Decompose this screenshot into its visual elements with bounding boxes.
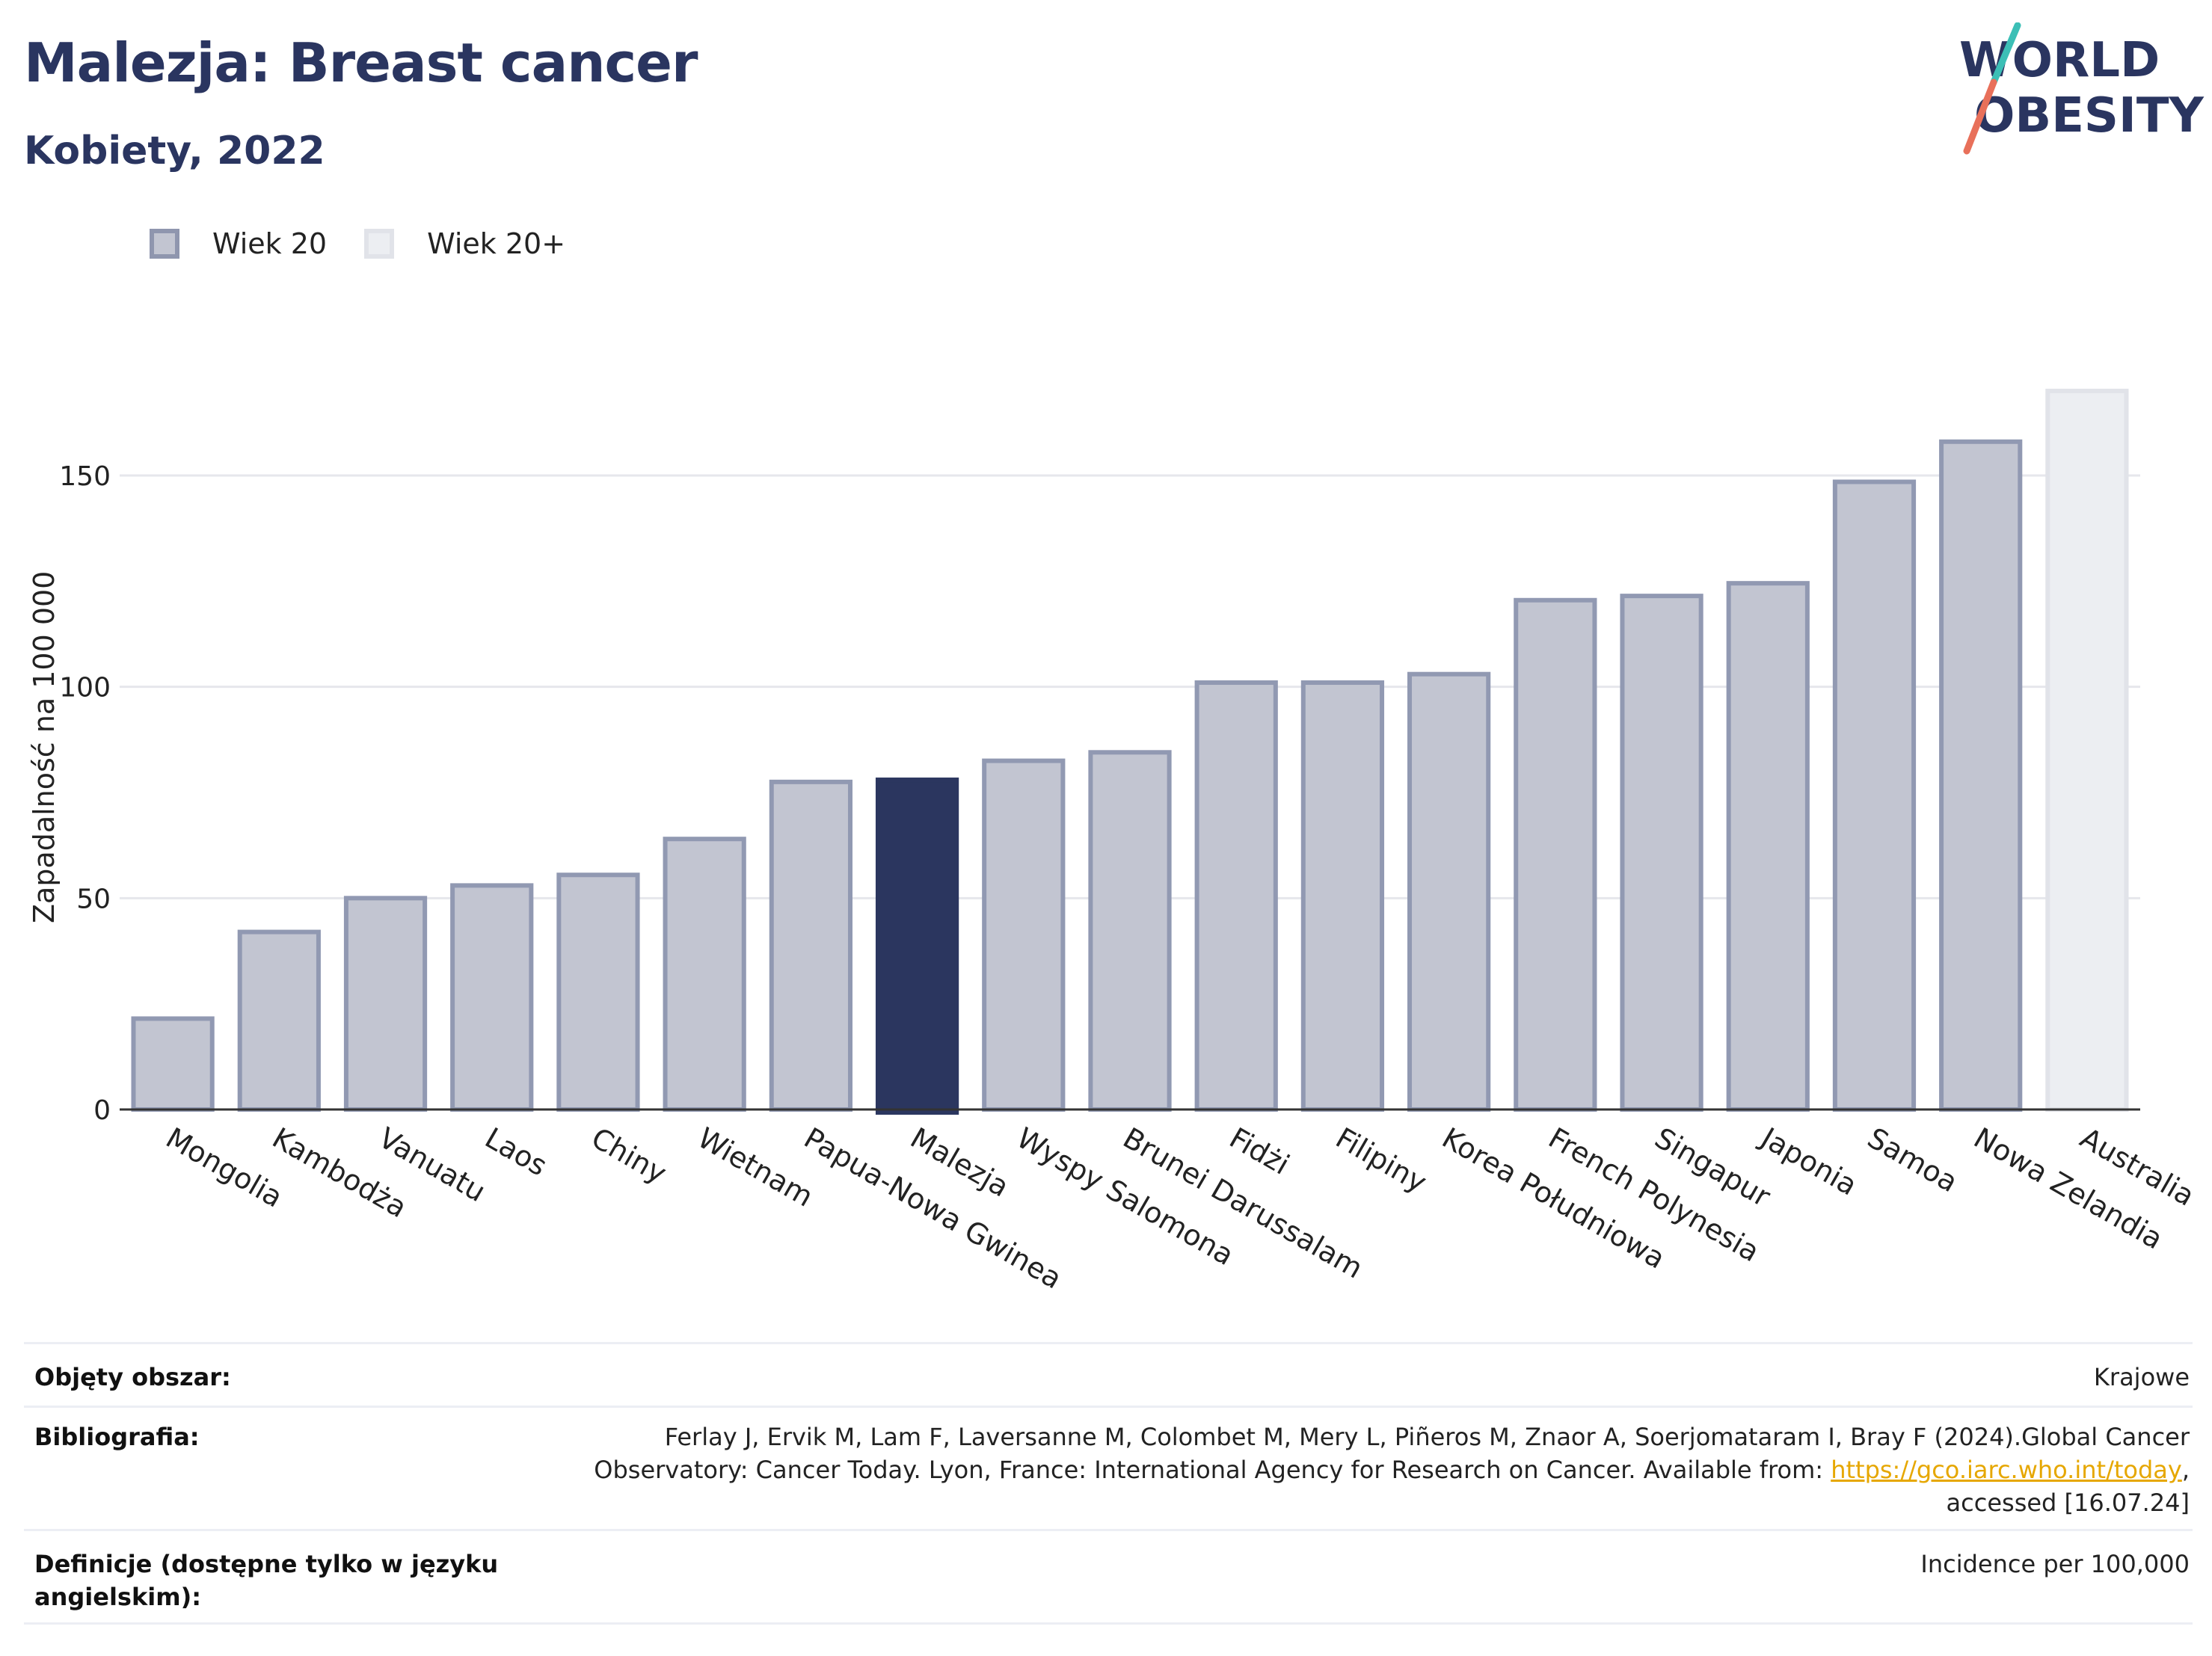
- definitions-label-1: Definicje (dostępne tylko w języku: [34, 1550, 499, 1578]
- y-tick-label: 100: [59, 673, 111, 704]
- coverage-label: Objęty obszar:: [34, 1363, 231, 1391]
- legend-item-wiek-20[interactable]: Wiek 20: [150, 227, 327, 260]
- y-tick-label: 150: [59, 461, 111, 492]
- bar-papua-nowa-gwinea: [769, 779, 852, 1112]
- bar-wyspy-salomona: [982, 758, 1066, 1112]
- legend-swatch: [150, 229, 179, 259]
- bar-australia: [2045, 388, 2129, 1112]
- x-tick-label: Wietnam: [692, 1121, 819, 1213]
- bar-malezja: [875, 778, 959, 1115]
- legend-label: Wiek 20+: [427, 227, 566, 260]
- bibliography-comma: ,: [2181, 1456, 2190, 1484]
- legend-swatch: [364, 229, 395, 259]
- coverage-value: Krajowe: [2093, 1363, 2190, 1391]
- x-tick-label: Samoa: [1862, 1121, 1963, 1199]
- bar-filipiny: [1300, 680, 1385, 1112]
- x-tick-label: Filipiny: [1330, 1121, 1432, 1199]
- x-tick-label: Chiny: [586, 1121, 672, 1190]
- bar-singapur: [1620, 594, 1703, 1112]
- legend-label: Wiek 20: [212, 227, 328, 260]
- x-tick-label: Laos: [479, 1121, 553, 1183]
- bibliography-line-2: Observatory: Cancer Today. Lyon, France:…: [594, 1453, 2190, 1486]
- divider: [24, 1406, 2193, 1408]
- bar-nowa-zelandia: [1939, 439, 2023, 1112]
- page-subtitle: Kobiety, 2022: [24, 129, 325, 173]
- bar-kambod-a: [237, 929, 321, 1112]
- bar-korea-po-udniowa: [1407, 671, 1491, 1112]
- definitions-label-2: angielskim):: [34, 1583, 201, 1611]
- bar-mongolia: [131, 1016, 215, 1112]
- bar-vanuatu: [343, 896, 428, 1112]
- chart-legend: Wiek 20 Wiek 20+: [150, 223, 603, 265]
- page-title: Malezja: Breast cancer: [24, 31, 698, 94]
- definitions-value: Incidence per 100,000: [1920, 1550, 2190, 1578]
- logo-line1: WORLD: [1959, 33, 2160, 88]
- divider: [24, 1622, 2193, 1625]
- bibliography-text: Observatory: Cancer Today. Lyon, France:…: [594, 1456, 1831, 1484]
- x-tick-label: Fidżi: [1224, 1121, 1295, 1181]
- logo-line2: OBESITY: [1974, 88, 2204, 144]
- bar-samoa: [1832, 479, 1917, 1112]
- bibliography-line-1: Ferlay J, Ervik M, Lam F, Laversanne M, …: [664, 1423, 2190, 1451]
- bar-japonia: [1726, 581, 1810, 1112]
- divider: [24, 1342, 2193, 1344]
- y-tick-label: 50: [76, 884, 111, 914]
- bar-french-polynesia: [1514, 597, 1597, 1112]
- bar-wietnam: [663, 837, 746, 1112]
- bibliography-label: Bibliografia:: [34, 1423, 200, 1451]
- x-tick-label: Nowa Zelandia: [1968, 1121, 2168, 1256]
- legend-item-wiek-20-plus[interactable]: Wiek 20+: [364, 227, 565, 260]
- y-tick-label: 0: [93, 1095, 111, 1126]
- bar-fid-i: [1194, 680, 1278, 1112]
- world-obesity-logo: WORLD OBESITY: [1959, 22, 2204, 155]
- bibliography-line-3: accessed [16.07.24]: [1946, 1489, 2190, 1517]
- bar-chiny: [556, 872, 640, 1112]
- y-axis-label: Zapadalność na 100 000: [28, 571, 61, 923]
- x-tick-label: Mongolia: [161, 1121, 289, 1214]
- bar-brunei-darussalam: [1088, 750, 1172, 1112]
- divider: [24, 1529, 2193, 1531]
- bar-laos: [450, 883, 534, 1112]
- gco-link[interactable]: https://gco.iarc.who.int/today: [1831, 1456, 2182, 1484]
